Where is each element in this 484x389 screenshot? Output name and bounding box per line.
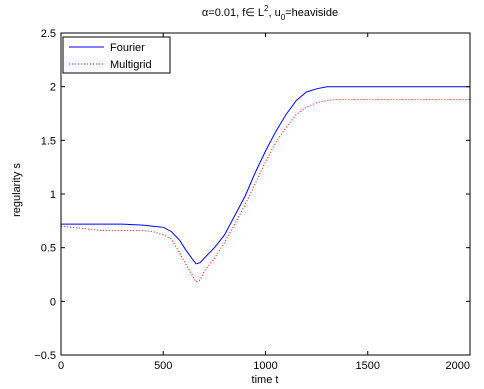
y-tick-label: 1.5 bbox=[41, 135, 56, 147]
x-tick-label: 1500 bbox=[356, 360, 380, 372]
y-tick-label: 2.5 bbox=[41, 28, 56, 40]
y-tick-label: −0.5 bbox=[34, 350, 56, 362]
y-axis-ticks: −0.5 0 0.5 1 1.5 2 2.5 bbox=[34, 28, 470, 362]
legend-label-fourier: Fourier bbox=[110, 42, 145, 54]
chart-title-sup: 2 bbox=[264, 4, 269, 13]
x-tick-label: 0 bbox=[58, 360, 64, 372]
legend: Fourier Multigrid bbox=[62, 36, 171, 74]
x-axis-label: time t bbox=[252, 374, 279, 386]
series-line-multigrid bbox=[61, 99, 470, 283]
chart-title-mid: , u bbox=[268, 7, 280, 19]
chart-title-alpha: α bbox=[202, 7, 209, 19]
chart-title-part: =0.01, f∈ L bbox=[208, 7, 264, 19]
y-tick-label: 1 bbox=[50, 189, 56, 201]
legend-box bbox=[62, 36, 171, 74]
x-tick-label: 500 bbox=[154, 360, 172, 372]
series-line-fourier bbox=[61, 86, 470, 265]
y-axis-label: regularity s bbox=[11, 163, 23, 217]
x-tick-label: 1000 bbox=[253, 360, 277, 372]
chart-title-sub: 0 bbox=[281, 13, 286, 22]
plot-frame bbox=[60, 32, 471, 356]
y-tick-label: 0 bbox=[50, 296, 56, 308]
series-layer bbox=[61, 86, 470, 283]
legend-label-multigrid: Multigrid bbox=[110, 59, 152, 71]
y-tick-label: 2 bbox=[50, 82, 56, 94]
chart-title-end: =heaviside bbox=[285, 7, 338, 19]
chart-title: α=0.01, f∈ L2, u0=heaviside bbox=[202, 4, 338, 22]
y-tick-label: 0.5 bbox=[41, 243, 56, 255]
x-axis-ticks: 0 500 1000 1500 2000 bbox=[58, 33, 471, 372]
x-tick-label: 2000 bbox=[446, 360, 470, 372]
